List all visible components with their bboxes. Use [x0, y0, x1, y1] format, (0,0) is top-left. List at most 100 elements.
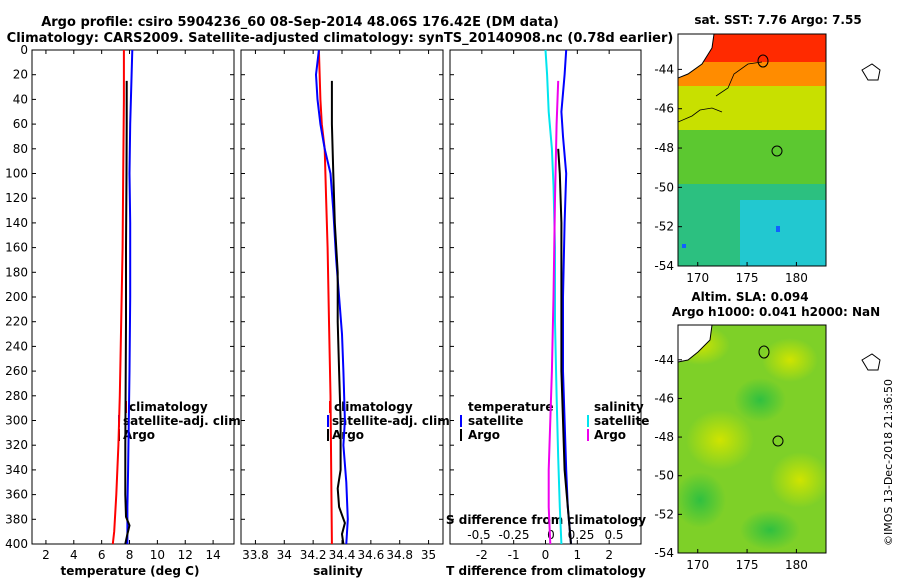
sla-map-panel: Altim. SLA: 0.094 Argo h1000: 0.041 h200…: [654, 290, 881, 572]
temperature-legend-argo: Argo: [123, 428, 155, 442]
x-tick-label: 35: [421, 548, 436, 562]
sst-coastline: [678, 107, 723, 123]
sst-field-cyan-patch: [740, 200, 826, 266]
map-y-tick-label: -52: [654, 220, 674, 234]
map-y-tick-label: -50: [654, 180, 674, 194]
y-tick-label: 100: [5, 167, 28, 181]
sla-map-title: Altim. SLA: 0.094: [691, 290, 808, 304]
series-line-t-argo: [557, 148, 572, 545]
series-line-satellite-adj-clim-: [126, 49, 134, 544]
sla-map-field: [678, 325, 826, 553]
y-tick-label: 340: [5, 463, 28, 477]
map-y-tick-label: -48: [654, 141, 674, 155]
sst-argo-marker: [771, 145, 783, 157]
salinity-axes-frame: [240, 49, 444, 545]
sst-field-cold-spot: [682, 244, 686, 248]
map-y-tick-label: -46: [654, 391, 674, 405]
sst-field-green-band: [678, 130, 826, 186]
sst-island: [757, 54, 769, 68]
title-line-2: Climatology: CARS2009. Satellite-adjuste…: [7, 31, 674, 46]
y-tick-label: 0: [20, 43, 28, 57]
map-x-tick-label: 175: [736, 271, 759, 285]
x-tick-label: 14: [205, 548, 220, 562]
sst-map-frame: [677, 33, 827, 267]
map-x-tick-label: 180: [785, 558, 808, 572]
s-tick-label: 0.25: [568, 528, 595, 542]
sla-field-blob: [740, 510, 800, 550]
sla-field-blob: [734, 378, 786, 422]
difference-legend-s-satellite: satellite: [594, 414, 649, 428]
salinity-legend-argo: Argo: [332, 428, 364, 442]
y-tick-label: 320: [5, 438, 28, 452]
y-tick-label: 180: [5, 265, 28, 279]
map-x-tick-label: 180: [785, 271, 808, 285]
sst-map-ticks: 170 175 180 -44 -46 -48 -50 -52 -54: [654, 62, 807, 285]
salinity-legend-satellite: satellite-adj. clim.: [332, 414, 454, 428]
map-y-tick-label: -46: [654, 102, 674, 116]
salinity-x-label: salinity: [313, 564, 363, 578]
x-tick-label: 4: [70, 548, 78, 562]
x-tick-label: 8: [126, 548, 134, 562]
s-tick-label: -0.25: [498, 528, 529, 542]
difference-secondary-x-label: S difference from climatology: [446, 513, 646, 527]
map-x-tick-label: 170: [686, 558, 709, 572]
temperature-x-label: temperature (deg C): [61, 564, 200, 578]
y-tick-label: 80: [13, 142, 28, 156]
s-tick-label: -0.5: [467, 528, 490, 542]
x-tick-label: 34.6: [357, 548, 384, 562]
map-y-tick-label: -44: [654, 62, 674, 76]
sla-field-blob: [678, 472, 726, 528]
sla-field-blob: [770, 452, 826, 508]
series-line-climatology: [111, 50, 125, 545]
temperature-legend: climatology satellite-adj. clim. Argo: [118, 400, 245, 442]
x-tick-label: 33.8: [242, 548, 269, 562]
series-line-argo: [124, 80, 131, 545]
map-y-tick-label: -54: [654, 546, 674, 560]
series-line-s-argo: [547, 80, 560, 545]
s-tick-label: 0.5: [604, 528, 623, 542]
temperature-panel: temperature (deg C) climatology satellit…: [5, 43, 245, 578]
timestamp-stamp: ©IMOS 13-Dec-2018 21:36:50: [882, 379, 895, 546]
x-tick-label: 0: [542, 548, 550, 562]
difference-legend-t-argo: Argo: [468, 428, 500, 442]
y-tick-label: 240: [5, 339, 28, 353]
x-tick-label: 34.4: [329, 548, 356, 562]
x-tick-label: -1: [508, 548, 520, 562]
sst-map-panel: sat. SST: 7.76 Argo: 7.55 170 175 180 -44 -4…: [654, 13, 881, 285]
sla-field-blob: [686, 410, 754, 470]
sla-map-frame: [677, 324, 827, 554]
map-y-tick-label: -50: [654, 469, 674, 483]
x-tick-label: 1: [574, 548, 582, 562]
difference-legend-s-argo: Argo: [594, 428, 626, 442]
sla-chatham-island: [861, 353, 881, 371]
sst-field-cold-spot: [776, 226, 780, 232]
salinity-panel: salinity climatology satellite-adj. clim…: [240, 49, 454, 578]
sst-land-mass: [678, 34, 715, 79]
difference-legend-salinity: salinity: [594, 400, 644, 414]
map-x-tick-label: 175: [736, 558, 759, 572]
title-line-1: Argo profile: csiro 5904236_60 08-Sep-20…: [41, 15, 559, 30]
sst-map-title: sat. SST: 7.76 Argo: 7.55: [694, 13, 861, 27]
y-tick-label: 400: [5, 537, 28, 551]
salinity-legend-climatology: climatology: [334, 400, 413, 414]
x-tick-label: 2: [605, 548, 613, 562]
difference-legend-temperature: temperature: [468, 400, 553, 414]
difference-secondary-x-ticks: -0.5 -0.25 0 0.25 0.5: [467, 528, 623, 542]
sla-field-blob: [762, 338, 818, 382]
y-tick-label: 20: [13, 68, 28, 82]
y-tick-label: 360: [5, 488, 28, 502]
y-tick-label: 160: [5, 241, 28, 255]
x-tick-label: 10: [150, 548, 165, 562]
s-tick-label: 0: [547, 528, 555, 542]
y-tick-label: 200: [5, 290, 28, 304]
x-tick-label: 34.8: [386, 548, 413, 562]
map-x-tick-label: 170: [686, 271, 709, 285]
x-tick-label: 6: [98, 548, 106, 562]
sst-coastline: [715, 61, 763, 97]
difference-axes-frame: [449, 49, 642, 545]
temperature-legend-satellite: satellite-adj. clim.: [123, 414, 245, 428]
sla-argo-marker: [772, 435, 784, 447]
series-line-climatology: [317, 49, 333, 545]
sst-map-field: [678, 34, 826, 266]
x-tick-label: 2: [42, 548, 50, 562]
